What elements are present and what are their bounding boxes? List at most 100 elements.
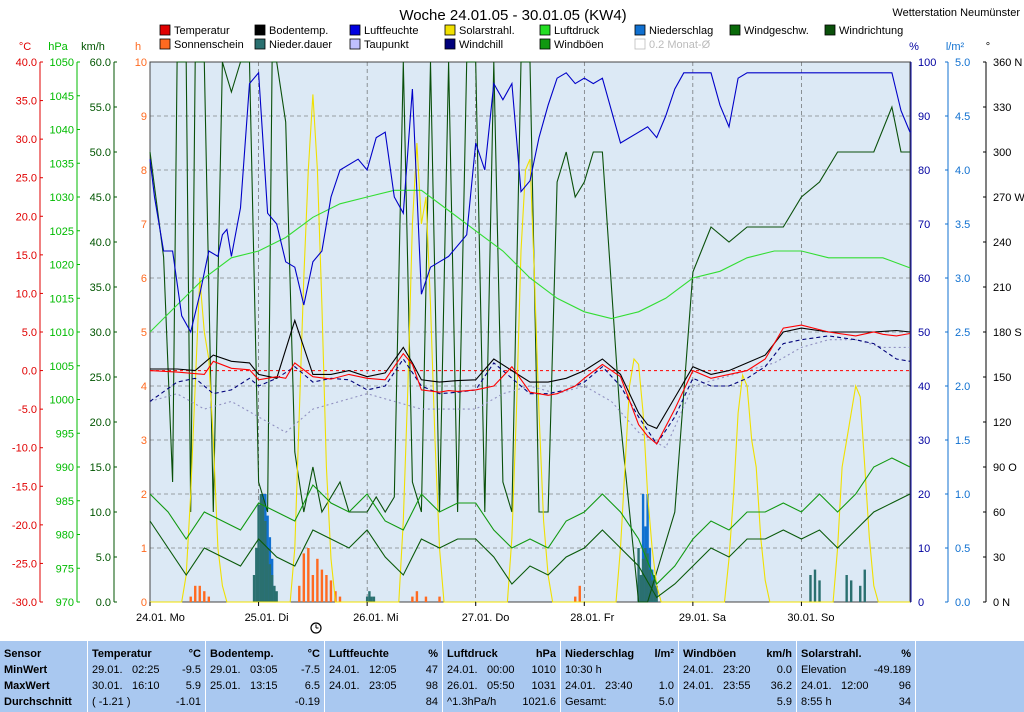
square-icon <box>539 24 551 36</box>
bar-sonnenschein <box>194 585 197 602</box>
bar-sonnenschein <box>316 558 319 602</box>
stats-header: Niederschlag l/m² <box>565 648 674 660</box>
tick-label-pressure: 1040 <box>50 125 74 137</box>
stats-row: ( -1.21 ) -1.01 <box>92 696 201 708</box>
bar-niederdauer <box>646 553 649 602</box>
tick-label-direction: 360 N <box>993 57 1022 69</box>
bar-niederdauer <box>275 591 278 602</box>
tick-label-rain: 3.5 <box>955 219 970 231</box>
x-axis-labels: 24.01. Mo 25.01. Di 26.01. Mi 27.01. Do 28.0… <box>136 602 835 624</box>
tick-label-direction: 60 <box>993 507 1005 519</box>
stats-column: Luftdruck hPa 24.01. 00:00 1010 26.01. 05:50 10… <box>443 641 561 712</box>
axis-unit-temp: °C <box>19 41 31 53</box>
tick-label-temp: 10.0 <box>16 288 37 300</box>
tick-label-humidity: 90 <box>918 111 930 123</box>
tick-label-pressure: 1020 <box>50 260 74 272</box>
series-windgeschw <box>149 493 911 599</box>
bar-niederdauer <box>370 596 373 602</box>
legend-label: Temperatur <box>174 25 230 37</box>
station-name: Wetterstation Neumünster <box>892 7 1020 19</box>
axis-wind: km/h 60.0 55.0 50.0 45.0 40.0 35.0 30.0 25.0 20.0… <box>81 41 117 609</box>
tick-label-pressure: 970 <box>56 597 74 609</box>
day-label: 24.01. Mo <box>136 612 185 624</box>
bar-sonnenschein <box>311 575 315 602</box>
tick-label-hours: 5 <box>141 327 147 339</box>
stats-header: Temperatur °C <box>92 648 201 660</box>
tick-label-wind: 30.0 <box>90 327 111 339</box>
legend-label: 0.2 Monat-Ø <box>649 39 711 51</box>
bar-niederdauer <box>255 548 258 602</box>
tick-label-direction: 30 <box>993 552 1005 564</box>
tick-label-temp: -5.0 <box>18 404 37 416</box>
bar-niederschlag <box>646 494 649 602</box>
legend-item: Temperatur <box>159 24 230 37</box>
series-luftfeuchte <box>149 71 911 334</box>
stats-column: Bodentemp. °C 29.01. 03:05 -7.5 25.01. 13:15 6.… <box>206 641 325 712</box>
bar-sonnenschein <box>198 585 201 602</box>
square-icon <box>159 24 171 36</box>
tick-label-temp: 40.0 <box>16 57 37 69</box>
bar-niederdauer <box>849 580 853 602</box>
legend-label: Nieder.dauer <box>269 39 332 51</box>
tick-label-hours: 10 <box>135 57 147 69</box>
day-label: 30.01. So <box>787 612 834 624</box>
bar-sonnenschein <box>329 580 333 602</box>
tick-label-rain: 4.0 <box>955 165 970 177</box>
legend-item: Bodentemp. <box>254 24 328 37</box>
stats-row: 8:55 h 34 <box>801 696 911 708</box>
tick-label-rain: 5.0 <box>955 57 970 69</box>
day-label: 27.01. Do <box>462 612 510 624</box>
bar-sonnenschein <box>325 575 328 602</box>
series-temperatur <box>149 324 911 445</box>
tick-label-humidity: 40 <box>918 381 930 393</box>
line-series <box>149 61 911 603</box>
stats-row: 24.01. 00:00 1010 <box>447 664 556 676</box>
series-luftdruck <box>149 189 911 333</box>
legend-item: Luftfeuchte <box>349 24 418 37</box>
axis-unit-wind: km/h <box>81 41 105 53</box>
bar-niederdauer <box>372 596 376 602</box>
tick-label-pressure: 1035 <box>50 158 74 170</box>
square-icon <box>539 38 551 50</box>
tick-label-wind: 10.0 <box>90 507 111 519</box>
tick-label-direction: 240 <box>993 237 1011 249</box>
tick-label-humidity: 30 <box>918 435 930 447</box>
tick-label-rain: 1.0 <box>955 489 970 501</box>
stats-header: Solarstrahl.% <box>801 648 911 660</box>
legend-label: Taupunkt <box>364 39 409 51</box>
axis-pressure: hPa 1050 1045 1040 1035 1030 1025 1020 1015 1010 1… <box>48 41 80 609</box>
tick-label-wind: 5.0 <box>96 552 111 564</box>
tick-label-rain: 1.5 <box>955 435 970 447</box>
stats-row: 30.01. 16:10 5.9 <box>92 680 201 692</box>
legend-item: Niederschlag <box>634 24 713 37</box>
bar-niederdauer <box>655 585 658 602</box>
bar-niederdauer <box>809 575 812 602</box>
tick-label-temp: -15.0 <box>12 481 37 493</box>
stats-row: 10:30 h <box>565 664 602 676</box>
series-windrichtung <box>149 61 910 603</box>
tick-label-hours: 7 <box>141 219 147 231</box>
bar-sonnenschein <box>578 585 581 602</box>
tick-label-temp: -25.0 <box>12 558 37 570</box>
bar-niederdauer <box>261 499 265 602</box>
bar-niederdauer <box>270 575 274 602</box>
stats-row: 26.01. 05:50 1031 <box>447 680 556 692</box>
tick-label-wind: 25.0 <box>90 372 111 384</box>
square-icon <box>824 24 836 36</box>
tick-label-humidity: 0 <box>918 597 924 609</box>
bar-sonnenschein <box>207 596 211 602</box>
bar-niederdauer <box>368 591 371 602</box>
tick-label-direction: 150 <box>993 372 1011 384</box>
bar-niederdauer <box>818 580 821 602</box>
axis-temp: °C 40.0 35.0 30.0 25.0 20.0 15.0 10.0 5.0 0.0 -5.0… <box>12 41 43 609</box>
stats-row: 24.01. 12:05 47 <box>329 664 438 676</box>
tick-label-rain: 4.5 <box>955 111 970 123</box>
stats-column: Niederschlag l/m² 10:30 h 24.01. 23:40 1.0 Ges… <box>561 641 679 712</box>
tick-label-temp: 35.0 <box>16 96 37 108</box>
tick-label-hours: 6 <box>141 273 147 285</box>
stats-row: 24.01. 23:55 36.2 <box>683 680 792 692</box>
tick-label-direction: 180 S <box>993 327 1022 339</box>
bar-sonnenschein <box>438 596 441 602</box>
tick-label-direction: 0 N <box>993 597 1010 609</box>
